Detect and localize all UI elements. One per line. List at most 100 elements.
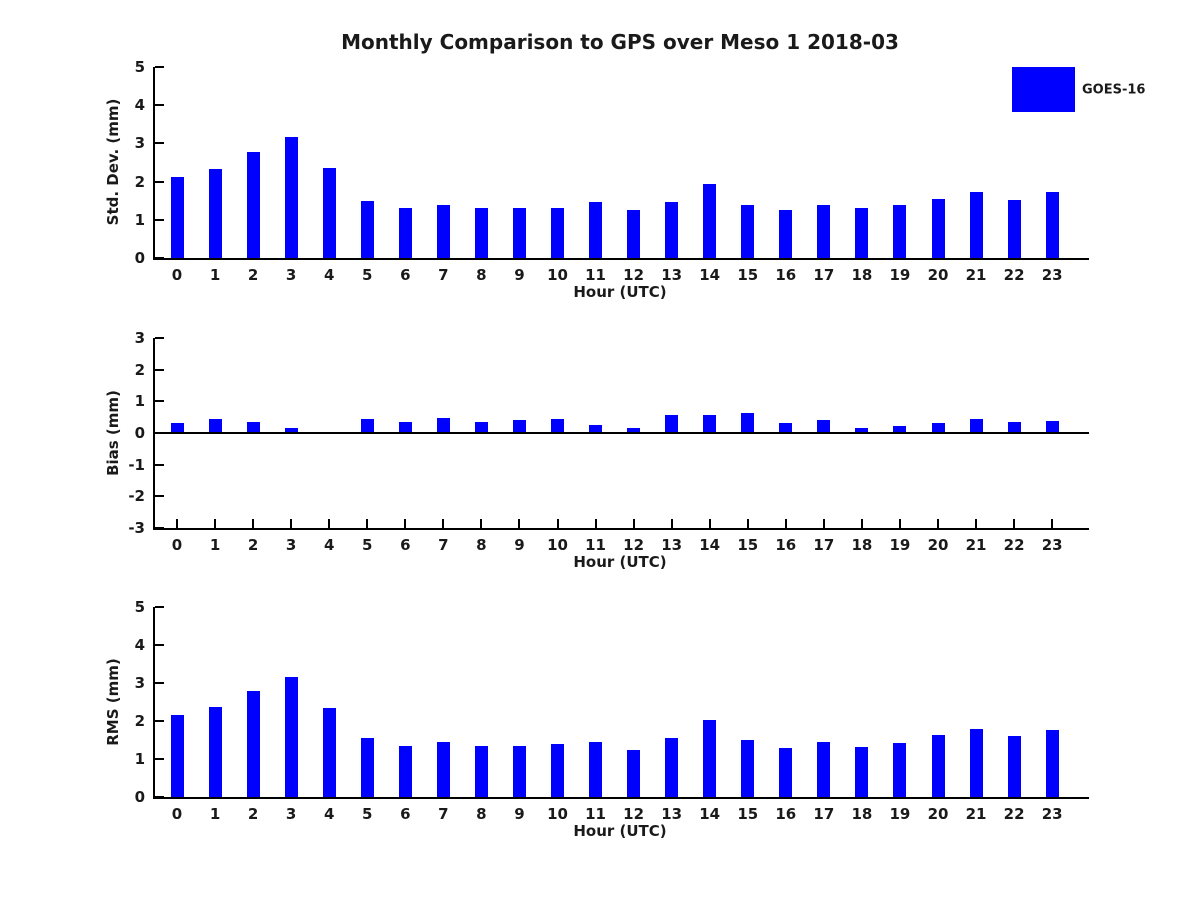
y-tick-label: 2: [134, 360, 145, 379]
y-tick-mark: [155, 796, 164, 798]
x-tick-label: 18: [851, 266, 873, 284]
x-tick-label: 7: [438, 805, 449, 823]
bar-std-dev-subplot-hour-8: [474, 207, 488, 258]
x-tick-label: 9: [514, 805, 525, 823]
bar-rms-subplot-hour-18: [855, 746, 869, 797]
x-tick-label: 6: [400, 266, 411, 284]
x-tick-mark: [214, 519, 217, 528]
x-tick-mark: [1051, 519, 1054, 528]
x-tick-label: 15: [737, 536, 759, 554]
bar-std-dev-subplot-hour-10: [551, 207, 564, 258]
x-tick-label: 20: [927, 266, 949, 284]
x-tick-mark: [898, 519, 901, 528]
x-tick-label: 23: [1041, 805, 1063, 823]
bar-rms-subplot-hour-10: [551, 744, 564, 797]
bar-bias-subplot-hour-5: [360, 419, 374, 433]
plot-area-rms: 0 1 2 3 4 5 0 1 2 3 4 5 6 7 8 9 10 11 12 13 14 15 16 17 18 19 20 21…: [135, 598, 1089, 823]
x-tick-mark: [252, 519, 255, 528]
bar-bias-subplot-hour-20: [931, 423, 945, 433]
x-axis-label-rms: Hour (UTC): [573, 822, 667, 840]
x-tick-label: 12: [623, 805, 645, 823]
y-tick-label: 2: [134, 712, 145, 730]
x-axis-label-bias: Hour (UTC): [573, 553, 667, 571]
y-tick-label: 3: [134, 329, 145, 347]
x-tick-label: 22: [1003, 536, 1025, 554]
bar-std-dev-subplot-hour-14: [703, 184, 717, 258]
x-tick-label: 2: [247, 536, 259, 554]
chart-title: Monthly Comparison to GPS over Meso 1 20…: [341, 30, 899, 54]
bar-std-dev-subplot-hour-9: [512, 208, 526, 258]
bar-rms-subplot-hour-3: [284, 677, 298, 797]
bar-rms-subplot-hour-2: [246, 690, 260, 797]
bar-std-dev-subplot-hour-0: [170, 176, 184, 258]
x-tick-mark: [556, 519, 559, 528]
x-tick-label: 18: [851, 805, 873, 823]
x-tick-label: 16: [775, 805, 797, 823]
y-tick-mark: [155, 400, 164, 403]
x-tick-mark: [746, 519, 749, 528]
y-tick-mark: [155, 257, 164, 259]
bar-bias-subplot-hour-21: [969, 418, 983, 433]
bar-rms-subplot-hour-17: [817, 741, 831, 797]
y-tick-mark: [155, 527, 164, 529]
bar-rms-subplot-hour-13: [665, 737, 679, 797]
bar-rms-subplot-hour-0: [170, 715, 184, 797]
zero-axis-line: [155, 432, 1089, 434]
x-tick-label: 0: [171, 536, 183, 554]
bar-std-dev-subplot-hour-23: [1045, 191, 1059, 258]
bar-std-dev-subplot-hour-2: [246, 151, 260, 258]
x-tick-label: 17: [813, 536, 835, 554]
bar-rms-subplot-hour-6: [398, 746, 412, 797]
y-tick-label: 1: [134, 210, 145, 229]
y-tick-label: 3: [134, 134, 145, 153]
x-tick-label: 23: [1041, 536, 1063, 554]
y-tick-mark: [155, 495, 164, 498]
x-tick-mark: [937, 519, 939, 528]
x-tick-label: 17: [813, 266, 835, 284]
y-tick-label: 4: [134, 96, 145, 115]
x-tick-label: 19: [889, 536, 911, 554]
x-axis-label-std-dev: Hour (UTC): [573, 283, 667, 301]
bar-bias-subplot-hour-0: [170, 423, 184, 433]
x-tick-label: 22: [1003, 805, 1025, 823]
bar-bias-subplot-hour-1: [208, 419, 222, 433]
x-tick-label: 12: [623, 266, 645, 284]
x-tick-label: 5: [362, 266, 373, 284]
y-tick-mark: [155, 218, 164, 221]
bar-std-dev-subplot-hour-18: [855, 208, 869, 258]
x-tick-label: 15: [737, 266, 759, 284]
bar-rms-subplot-hour-12: [627, 749, 641, 797]
bar-std-dev-subplot-hour-15: [741, 205, 755, 258]
bar-rms-subplot-hour-4: [322, 707, 336, 797]
y-tick-label: 4: [134, 636, 145, 654]
x-tick-label: 19: [889, 805, 911, 823]
y-tick-label: -1: [128, 455, 145, 474]
bar-bias-subplot-hour-18: [855, 427, 869, 433]
bar-std-dev-subplot-hour-21: [969, 191, 983, 258]
bar-bias-subplot-hour-6: [398, 421, 412, 433]
x-tick-mark: [404, 519, 407, 528]
y-tick-mark: [155, 66, 164, 68]
bar-bias-subplot-hour-2: [246, 422, 260, 433]
x-tick-label: 0: [171, 805, 183, 823]
bar-rms-subplot-hour-23: [1045, 729, 1059, 797]
x-tick-mark: [442, 519, 445, 528]
y-axis-label-rms: RMS (mm): [104, 658, 122, 746]
bar-bias-subplot-hour-16: [779, 423, 793, 433]
x-tick-label: 13: [661, 536, 683, 554]
y-tick-mark: [155, 337, 164, 339]
x-tick-label: 6: [400, 805, 411, 823]
bar-bias-subplot-hour-9: [512, 420, 526, 433]
x-tick-label: 17: [813, 805, 835, 823]
bar-std-dev-subplot-hour-22: [1007, 199, 1021, 258]
x-tick-mark: [822, 519, 825, 528]
x-tick-mark: [176, 519, 178, 528]
x-tick-label: 18: [851, 536, 873, 554]
bar-rms-subplot-hour-20: [931, 735, 945, 797]
x-tick-label: 19: [889, 266, 911, 284]
bar-rms-subplot-hour-14: [703, 720, 717, 797]
y-tick-label: 5: [134, 598, 145, 616]
x-tick-label: 3: [285, 536, 297, 554]
y-tick-mark: [155, 180, 164, 183]
bar-bias-subplot-hour-11: [589, 425, 603, 433]
